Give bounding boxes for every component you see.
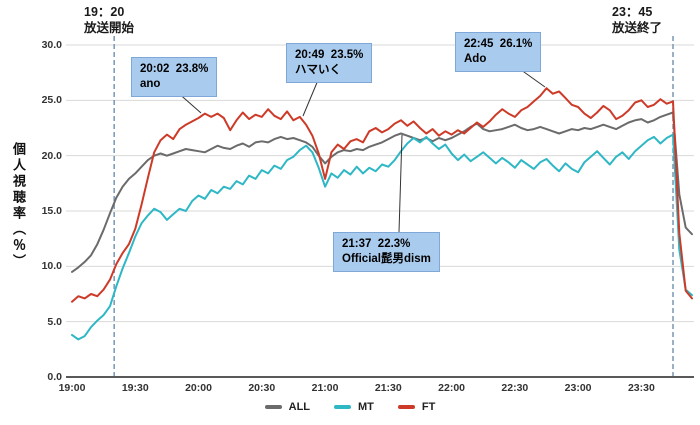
legend-marker-mt: [334, 405, 352, 409]
x-tick-label: 21:30: [374, 382, 402, 394]
callout-line-Official髭男dism: [398, 134, 403, 233]
annotation-artist: Official髭男dism: [342, 253, 431, 265]
annotation-Ado: 22:45 26.1% Ado: [455, 32, 542, 72]
x-tick-label: 21:00: [311, 382, 339, 394]
y-tick-label: 25.0: [41, 94, 62, 107]
x-tick-label: 22:00: [438, 382, 465, 394]
series-line-mt: [71, 133, 693, 341]
annotation-artist: ano: [140, 78, 161, 90]
annotation-ハマいく: 20:49 23.5% ハマいく: [286, 43, 373, 83]
y-tick-label: 15.0: [41, 205, 62, 217]
broadcast-start-note: 19：20 放送開始: [84, 4, 134, 36]
y-tick-label: 20.0: [41, 149, 62, 162]
series-line-all: [71, 111, 693, 273]
broadcast-end-label: 放送終了: [612, 21, 663, 35]
x-tick-label: 20:00: [185, 382, 212, 394]
x-tick-label: 22:30: [501, 382, 529, 394]
legend-label-mt: MT: [358, 401, 374, 413]
x-tick-label: 20:30: [248, 382, 276, 394]
broadcast-start-time: 19：20: [84, 5, 125, 19]
x-tick-label: 23:30: [627, 382, 655, 394]
series-line-ft: [71, 87, 693, 303]
legend-item-mt: MT: [334, 401, 374, 413]
y-axis-title: 個人視聴率（％）: [11, 142, 26, 270]
annotation-Official髭男dism: 21:37 22.3% Official髭男dism: [333, 232, 440, 272]
annotation-artist: ハマいく: [295, 64, 341, 76]
legend-marker-all: [264, 405, 282, 409]
broadcast-end-time: 23：45: [612, 5, 653, 19]
y-tick-label: 5.0: [47, 315, 62, 328]
x-tick-label: 19:00: [58, 382, 86, 394]
x-tick-label: 19:30: [121, 382, 149, 394]
annotation-time-value: 22:45 26.1%: [464, 38, 533, 50]
y-tick-label: 10.0: [41, 260, 62, 273]
broadcast-start-label: 放送開始: [84, 21, 135, 35]
annotation-time-value: 20:49 23.5%: [295, 49, 364, 61]
legend-item-all: ALL: [264, 401, 311, 413]
broadcast-end-note: 23：45 放送終了: [612, 4, 662, 36]
x-tick-label: 23:00: [564, 382, 592, 394]
annotation-ano: 20:02 23.8% ano: [131, 57, 218, 97]
legend-item-ft: FT: [397, 401, 436, 413]
legend: ALL MT FT: [0, 401, 700, 413]
annotation-time-value: 21:37 22.3%: [342, 238, 411, 250]
y-tick-label: 30.0: [41, 39, 62, 51]
legend-label-all: ALL: [288, 401, 311, 413]
annotation-time-value: 20:02 23.8%: [140, 63, 209, 75]
y-tick-label: 0.0: [47, 371, 62, 383]
annotation-artist: Ado: [464, 53, 487, 65]
legend-label-ft: FT: [421, 401, 436, 413]
legend-marker-ft: [397, 405, 415, 409]
